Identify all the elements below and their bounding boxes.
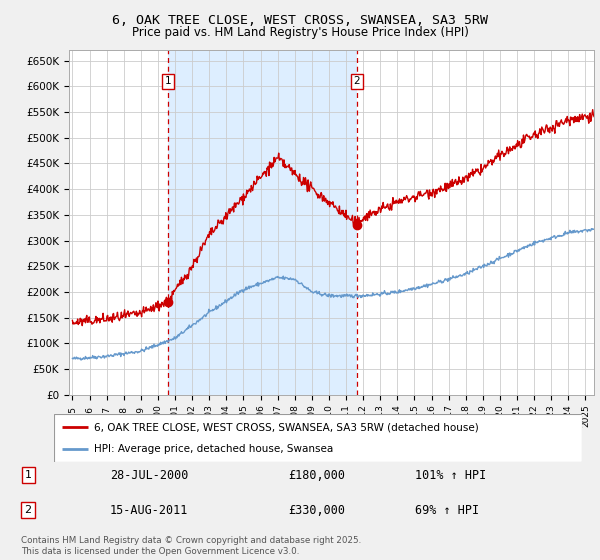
Text: £330,000: £330,000 [289,504,346,517]
Text: 2: 2 [25,505,32,515]
Text: Price paid vs. HM Land Registry's House Price Index (HPI): Price paid vs. HM Land Registry's House … [131,26,469,39]
Text: 6, OAK TREE CLOSE, WEST CROSS, SWANSEA, SA3 5RW: 6, OAK TREE CLOSE, WEST CROSS, SWANSEA, … [112,14,488,27]
Text: £180,000: £180,000 [289,469,346,482]
Text: 1: 1 [25,470,32,480]
Text: 28-JUL-2000: 28-JUL-2000 [110,469,188,482]
Text: Contains HM Land Registry data © Crown copyright and database right 2025.
This d: Contains HM Land Registry data © Crown c… [21,536,361,556]
Bar [167,50,356,395]
Text: 1: 1 [164,76,171,86]
Text: 15-AUG-2011: 15-AUG-2011 [110,504,188,517]
Text: 6, OAK TREE CLOSE, WEST CROSS, SWANSEA, SA3 5RW (detached house): 6, OAK TREE CLOSE, WEST CROSS, SWANSEA, … [94,422,478,432]
Text: 101% ↑ HPI: 101% ↑ HPI [415,469,487,482]
Text: 69% ↑ HPI: 69% ↑ HPI [415,504,479,517]
Text: 2: 2 [353,76,360,86]
Text: HPI: Average price, detached house, Swansea: HPI: Average price, detached house, Swan… [94,444,333,454]
